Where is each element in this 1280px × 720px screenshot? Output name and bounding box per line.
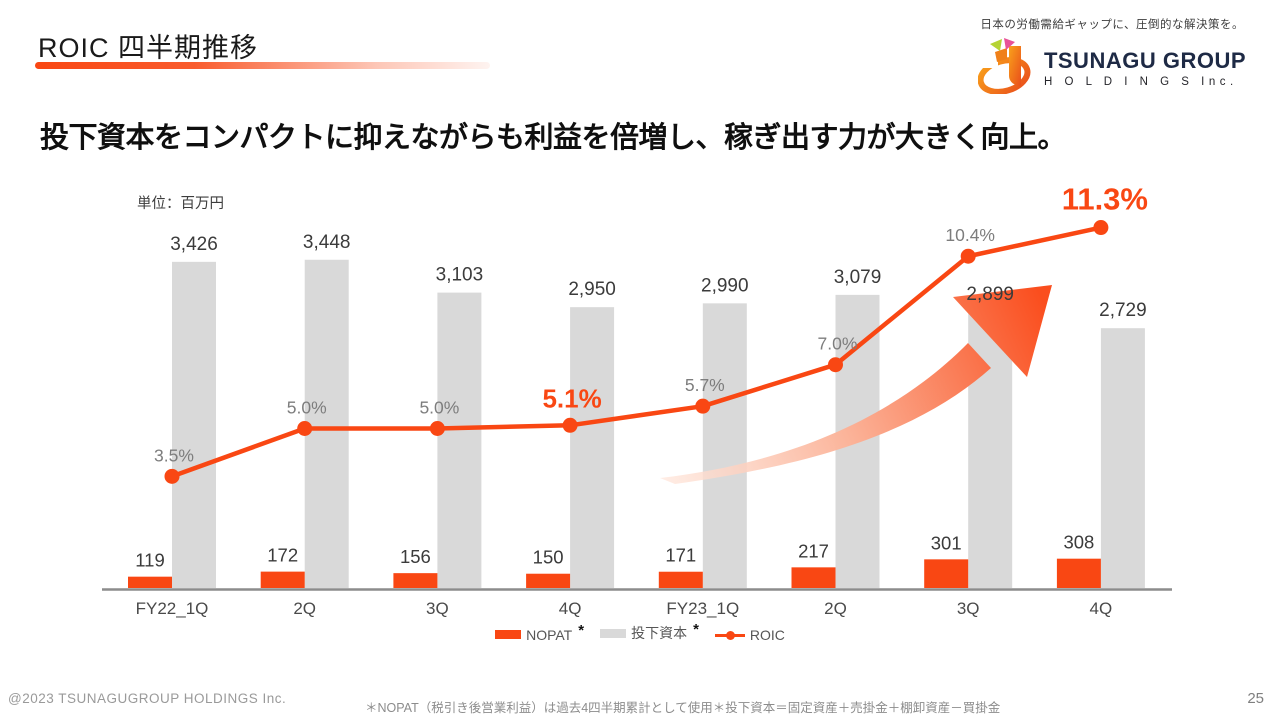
legend-asterisk: * <box>578 622 585 639</box>
nopat-bar <box>393 573 438 588</box>
x-axis-label: 4Q <box>1090 599 1113 618</box>
roic-point <box>828 357 843 373</box>
nopat-value: 119 <box>135 550 165 571</box>
invested-capital-value: 3,426 <box>170 234 218 255</box>
legend-line-swatch <box>714 630 745 640</box>
nopat-bar <box>526 573 571 588</box>
roic-point-label: 10.4% <box>945 225 995 245</box>
growth-arrow <box>660 285 1052 484</box>
roic-point-label: 11.3% <box>1062 182 1148 217</box>
page-number: 25 <box>1247 690 1264 707</box>
title-underline <box>35 62 490 69</box>
invested-capital-value: 2,729 <box>1099 300 1147 321</box>
roic-point <box>1093 220 1109 236</box>
page-title: ROIC 四半期推移 <box>38 33 259 63</box>
x-axis-label: 4Q <box>559 599 582 618</box>
company-logo: TSUNAGU GROUP H O L D I N G S Inc. <box>977 36 1246 99</box>
roic-point <box>297 421 313 436</box>
roic-point <box>960 248 976 264</box>
key-message: 投下資本をコンパクトに抑えながらも利益を倍増し、稼ぎ出す力が大きく向上。 <box>40 122 1067 154</box>
legend-item-roic: ROIC <box>714 627 785 643</box>
invested-capital-bar <box>437 292 482 588</box>
roic-point-label: 5.7% <box>685 375 725 395</box>
roic-point-label: 5.0% <box>287 398 327 418</box>
chart-canvas: 3,426 119 FY22_1Q 3.5% 3,448 172 2Q 5.0% 3,103 15… <box>102 182 1172 618</box>
x-axis-label: 2Q <box>293 599 316 618</box>
footnote: ＊NOPAT（税引き後営業利益）は過去4四半期累計として使用＊投下資本＝固定資産… <box>365 701 1001 715</box>
roic-point <box>695 398 711 414</box>
x-axis-label: 2Q <box>824 599 847 618</box>
nopat-value: 217 <box>798 540 829 561</box>
copyright: @2023 TSUNAGUGROUP HOLDINGS Inc. <box>8 691 287 706</box>
legend-label: ROIC <box>749 627 785 643</box>
roic-point-label: 7.0% <box>818 334 858 354</box>
nopat-bar <box>128 576 172 588</box>
logo-name: TSUNAGU GROUP <box>1043 47 1246 73</box>
nopat-value: 301 <box>931 532 962 553</box>
roic-point-label: 3.5% <box>154 445 194 465</box>
invested-capital-value: 2,990 <box>701 275 749 296</box>
x-axis-label: 3Q <box>957 599 980 618</box>
nopat-bar <box>924 559 969 588</box>
invested-capital-value: 3,448 <box>303 232 351 253</box>
roic-point-label: 5.1% <box>542 383 601 413</box>
unit-label: 単位：百万円 <box>137 196 224 212</box>
nopat-bar <box>260 571 305 588</box>
nopat-value: 150 <box>533 547 564 568</box>
invested-capital-bar <box>304 259 349 588</box>
legend-asterisk: * <box>693 620 699 638</box>
x-axis-label: FY23_1Q <box>666 599 739 618</box>
nopat-bar <box>1056 558 1101 588</box>
chart-legend: NOPAT * 投下資本 * ROIC <box>0 620 1280 643</box>
invested-capital-value: 3,103 <box>436 265 484 286</box>
invested-capital-value: 3,079 <box>834 267 882 288</box>
roic-combo-chart: 3,426 119 FY22_1Q 3.5% 3,448 172 2Q 5.0% 3,103 15… <box>100 165 1180 625</box>
x-axis-label: 3Q <box>426 599 449 618</box>
company-tagline: 日本の労働需給ギャップに、圧倒的な解決策を。 <box>980 19 1244 31</box>
nopat-value: 156 <box>400 546 431 567</box>
roic-point-label: 5.0% <box>419 398 459 418</box>
invested-capital-bar <box>1100 328 1145 588</box>
legend-item-投下資本: 投下資本 * <box>600 620 699 643</box>
roic-point <box>562 417 578 433</box>
roic-point <box>164 468 180 484</box>
logo-subname: H O L D I N G S Inc. <box>1043 75 1238 88</box>
invested-capital-bar <box>702 303 747 588</box>
legend-item-nopat: NOPAT * <box>495 622 584 643</box>
legend-label: NOPAT <box>526 626 573 643</box>
tsunagu-logo-icon <box>977 36 1036 99</box>
invested-capital-value: 2,899 <box>966 284 1014 305</box>
nopat-bar <box>791 567 836 588</box>
nopat-value: 308 <box>1063 532 1094 553</box>
legend-bar-swatch <box>495 630 522 639</box>
nopat-value: 172 <box>267 545 298 566</box>
invested-capital-value: 2,950 <box>568 279 616 300</box>
roic-point <box>429 421 445 436</box>
nopat-bar <box>658 571 703 588</box>
nopat-value: 171 <box>665 545 696 566</box>
legend-bar-swatch <box>600 628 627 638</box>
roic-line <box>169 225 1104 479</box>
invested-capital-bar <box>172 261 216 588</box>
invested-capital-bar <box>570 307 615 588</box>
x-axis-label: FY22_1Q <box>136 599 209 618</box>
legend-label: 投下資本 <box>631 625 688 641</box>
